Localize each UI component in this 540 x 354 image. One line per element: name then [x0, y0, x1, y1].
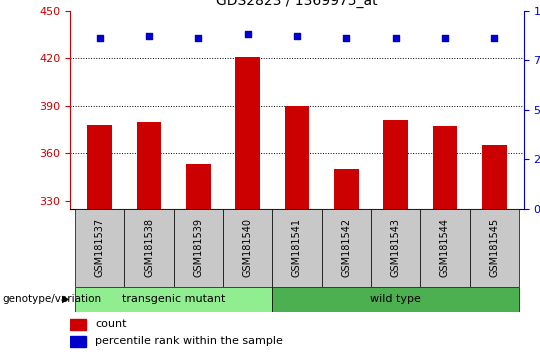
Bar — [235, 57, 260, 209]
Text: GSM181541: GSM181541 — [292, 218, 302, 277]
Point — [392, 35, 400, 41]
Bar — [75, 287, 272, 312]
Text: percentile rank within the sample: percentile rank within the sample — [95, 336, 283, 346]
Text: GSM181537: GSM181537 — [95, 218, 105, 278]
Text: GSM181540: GSM181540 — [242, 218, 253, 277]
Bar — [285, 106, 309, 209]
Bar — [272, 209, 322, 287]
Bar — [334, 169, 359, 209]
Bar — [75, 209, 124, 287]
Text: wild type: wild type — [370, 294, 421, 304]
Text: GSM181543: GSM181543 — [390, 218, 401, 277]
Bar — [420, 209, 470, 287]
Text: ▶: ▶ — [62, 294, 70, 304]
Bar — [383, 120, 408, 209]
Point — [145, 34, 153, 39]
Bar — [70, 319, 86, 330]
Bar — [223, 209, 272, 287]
Text: GSM181545: GSM181545 — [489, 218, 499, 278]
Bar — [272, 287, 519, 312]
Bar — [433, 126, 457, 209]
Bar — [87, 125, 112, 209]
Bar — [124, 209, 174, 287]
Bar — [186, 165, 211, 209]
Bar — [322, 209, 371, 287]
Text: transgenic mutant: transgenic mutant — [122, 294, 225, 304]
Text: GSM181539: GSM181539 — [193, 218, 204, 277]
Bar — [70, 336, 86, 347]
Point — [490, 35, 498, 41]
Text: GSM181538: GSM181538 — [144, 218, 154, 277]
Point — [96, 35, 104, 41]
Point — [441, 35, 449, 41]
Bar — [470, 209, 519, 287]
Text: GSM181542: GSM181542 — [341, 218, 352, 278]
Text: genotype/variation: genotype/variation — [3, 294, 102, 304]
Title: GDS2823 / 1369975_at: GDS2823 / 1369975_at — [216, 0, 378, 8]
Point — [342, 35, 350, 41]
Point — [244, 32, 252, 37]
Bar — [137, 122, 161, 209]
Point — [293, 34, 301, 39]
Text: count: count — [95, 319, 127, 329]
Bar — [371, 209, 420, 287]
Text: GSM181544: GSM181544 — [440, 218, 450, 277]
Bar — [174, 209, 223, 287]
Point — [194, 35, 202, 41]
Bar — [482, 145, 507, 209]
